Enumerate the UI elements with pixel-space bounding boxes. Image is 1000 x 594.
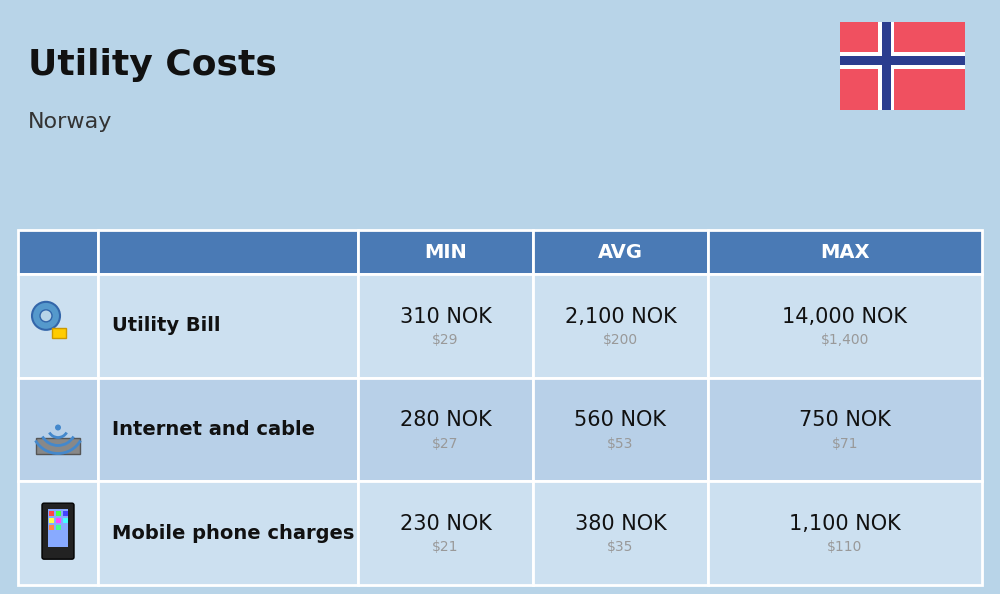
Text: AVG: AVG xyxy=(598,242,643,261)
Bar xyxy=(708,378,982,481)
Bar xyxy=(533,481,708,585)
Bar xyxy=(18,274,98,378)
Text: Norway: Norway xyxy=(28,112,112,132)
Text: 380 NOK: 380 NOK xyxy=(575,514,666,534)
Text: $200: $200 xyxy=(603,333,638,347)
Bar xyxy=(18,481,98,585)
Text: $110: $110 xyxy=(827,540,863,554)
Text: Internet and cable: Internet and cable xyxy=(112,420,315,439)
Bar xyxy=(840,22,965,110)
Text: Utility Bill: Utility Bill xyxy=(112,317,220,336)
Text: Mobile phone charges: Mobile phone charges xyxy=(112,524,354,543)
Bar xyxy=(533,378,708,481)
Bar xyxy=(98,274,358,378)
Bar xyxy=(49,511,54,516)
Bar xyxy=(56,525,61,530)
Bar xyxy=(36,438,80,453)
Text: 1,100 NOK: 1,100 NOK xyxy=(789,514,901,534)
Text: MIN: MIN xyxy=(424,242,467,261)
Circle shape xyxy=(55,425,61,431)
Text: 14,000 NOK: 14,000 NOK xyxy=(782,307,908,327)
Text: Utility Costs: Utility Costs xyxy=(28,48,277,82)
Bar xyxy=(358,274,533,378)
Bar xyxy=(358,481,533,585)
Bar xyxy=(358,230,533,274)
Bar xyxy=(708,274,982,378)
Text: 230 NOK: 230 NOK xyxy=(400,514,491,534)
Bar xyxy=(882,22,891,110)
FancyBboxPatch shape xyxy=(42,503,74,559)
Text: $27: $27 xyxy=(432,437,459,450)
Bar xyxy=(358,378,533,481)
Bar xyxy=(49,518,54,523)
Text: 310 NOK: 310 NOK xyxy=(400,307,491,327)
Bar xyxy=(98,481,358,585)
Bar xyxy=(708,481,982,585)
Bar xyxy=(533,230,708,274)
Bar xyxy=(49,525,54,530)
Text: 2,100 NOK: 2,100 NOK xyxy=(565,307,676,327)
Circle shape xyxy=(40,310,52,322)
Text: $35: $35 xyxy=(607,540,634,554)
Bar xyxy=(840,52,965,69)
Bar xyxy=(63,518,68,523)
Text: $1,400: $1,400 xyxy=(821,333,869,347)
Bar xyxy=(18,230,98,274)
Text: $71: $71 xyxy=(832,437,858,450)
Text: $29: $29 xyxy=(432,333,459,347)
Bar xyxy=(56,518,61,523)
Bar xyxy=(98,230,358,274)
Bar xyxy=(63,511,68,516)
Bar xyxy=(533,274,708,378)
Bar xyxy=(840,56,965,65)
Bar xyxy=(708,230,982,274)
Text: $21: $21 xyxy=(432,540,459,554)
Bar xyxy=(56,511,61,516)
Text: 560 NOK: 560 NOK xyxy=(574,410,666,431)
Circle shape xyxy=(32,302,60,330)
Bar xyxy=(52,328,66,338)
Bar xyxy=(18,378,98,481)
Bar xyxy=(98,378,358,481)
Bar xyxy=(878,22,894,110)
Bar xyxy=(48,509,68,547)
Text: $53: $53 xyxy=(607,437,634,450)
Text: 280 NOK: 280 NOK xyxy=(400,410,491,431)
Text: 750 NOK: 750 NOK xyxy=(799,410,891,431)
Text: MAX: MAX xyxy=(820,242,870,261)
